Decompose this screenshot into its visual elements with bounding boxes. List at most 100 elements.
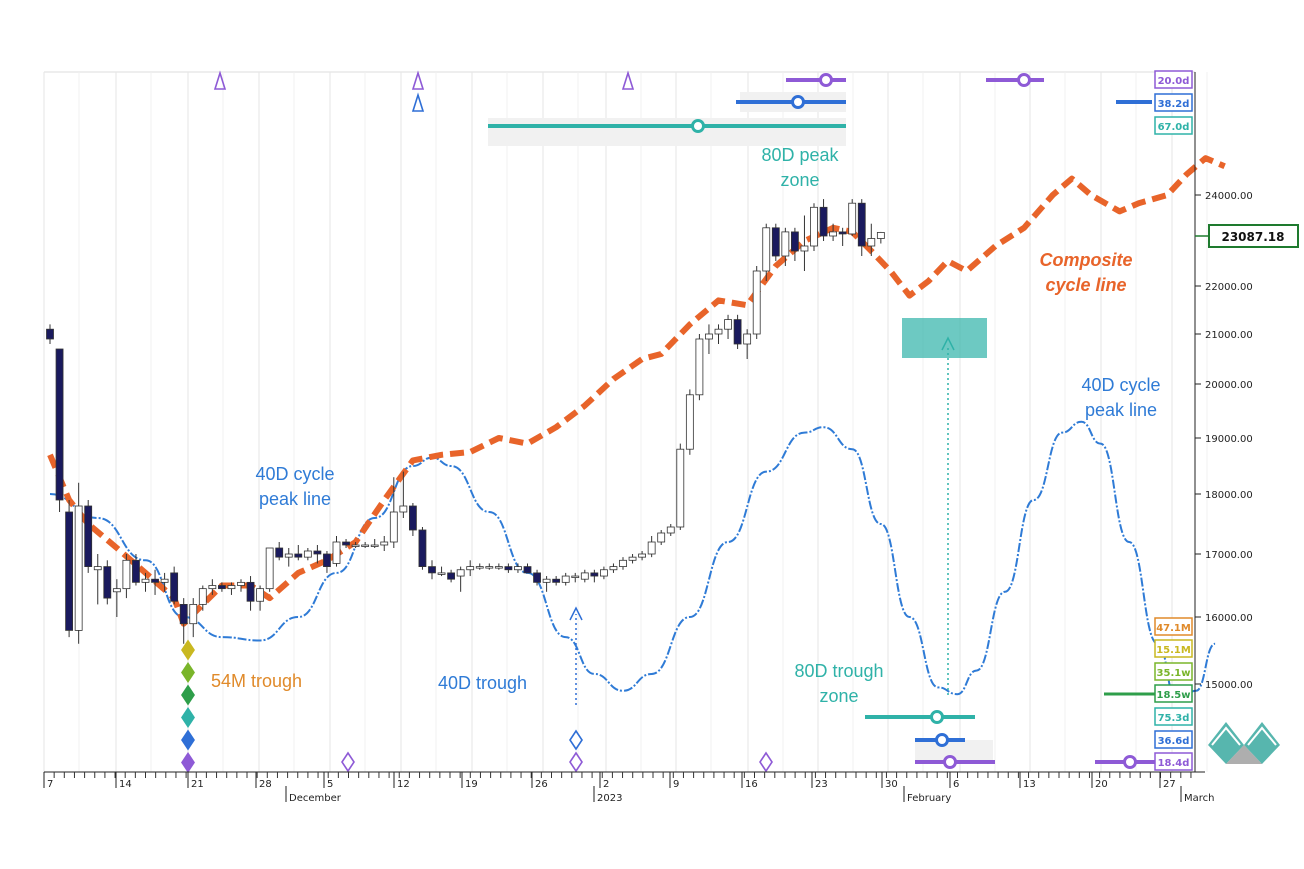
candle-body: [600, 569, 608, 577]
peak-triangle-marker: [621, 70, 635, 90]
candle-body: [571, 575, 580, 578]
x-day-label: 27: [1163, 779, 1176, 790]
cycle-range-bar-center: [791, 95, 805, 109]
candle-body: [743, 333, 752, 345]
candlestick-series: [46, 199, 885, 644]
candle-body: [122, 559, 131, 590]
candle-body: [456, 569, 465, 577]
candle: [332, 536, 341, 567]
cycle-tag: [1154, 93, 1193, 112]
candle-body: [619, 559, 627, 567]
candle: [65, 500, 73, 638]
candle-body: [275, 547, 284, 558]
candle: [112, 579, 121, 617]
candle-body: [332, 541, 341, 564]
candle-body: [552, 578, 561, 583]
x-day-label: 23: [815, 779, 828, 790]
candle-body: [494, 566, 503, 569]
composite-cycle-line: [47, 155, 1226, 627]
peak-triangle-marker: [411, 92, 425, 112]
candle: [485, 563, 494, 570]
candle-body: [55, 348, 64, 501]
cycle-40d-path: [49, 420, 1216, 703]
candle: [829, 223, 837, 241]
trough-arrow-head: [569, 606, 583, 621]
candle-body: [103, 566, 112, 599]
candle: [93, 554, 102, 605]
candle-body: [628, 556, 637, 561]
zone-bands: [488, 92, 993, 762]
candle-body: [323, 553, 331, 568]
candle-body: [733, 319, 742, 345]
candle: [714, 324, 723, 344]
date-axis: 7 14 21 28 5 12 19 26 2 9 16 23 30 6 13 20 27 December 202…: [43, 771, 1214, 804]
candle-body: [762, 227, 771, 272]
candle-body: [361, 544, 370, 547]
candle: [571, 572, 580, 583]
x-month-label: March: [1184, 793, 1214, 804]
candle: [867, 223, 876, 256]
annotation-40d-peak-line-right: 40D cycle peak line: [1081, 375, 1160, 420]
candle-body: [676, 448, 685, 528]
trough-diamond-marker: [569, 751, 583, 773]
candle: [590, 569, 599, 583]
cycle-tag-label: 38.2d: [1158, 99, 1190, 110]
candle: [838, 227, 847, 246]
y-tick-label: 20000.00: [1205, 380, 1253, 391]
candle-body: [638, 553, 646, 558]
candle: [514, 563, 522, 573]
candle: [408, 503, 417, 536]
cycle-tag: [1154, 662, 1193, 681]
candle: [791, 227, 799, 261]
candle-body: [84, 505, 93, 567]
cycle-40d-line: [49, 420, 1216, 703]
candle: [676, 443, 685, 530]
candle: [456, 566, 465, 592]
annotation-80d-peak-zone: 80D peak zone: [761, 145, 839, 190]
y-tick-label: 19000.00: [1205, 434, 1253, 445]
cycle-range-bar-center: [935, 733, 949, 747]
candle-body: [284, 553, 293, 558]
x-day-label: 16: [745, 779, 758, 790]
candle: [647, 536, 656, 558]
candle: [170, 566, 179, 605]
candle: [198, 585, 207, 611]
candle: [246, 576, 255, 611]
x-day-label: 14: [119, 779, 132, 790]
x-day-label: 13: [1023, 779, 1036, 790]
candle-body: [838, 231, 847, 235]
candle: [475, 563, 484, 570]
candle-body: [829, 231, 837, 237]
cycle-range-bar-center: [1123, 755, 1137, 769]
candle-body: [714, 328, 723, 335]
candle-body: [590, 572, 599, 577]
cycle-tag-label: 18.5w: [1157, 690, 1191, 701]
candle: [533, 569, 541, 586]
x-month-label: February: [907, 793, 951, 804]
candle: [848, 199, 857, 236]
y-tick-label: 21000.00: [1205, 330, 1253, 341]
x-day-label: 9: [673, 779, 679, 790]
candle-body: [781, 231, 790, 257]
x-day-label: 21: [191, 779, 204, 790]
candle-body: [256, 588, 265, 602]
trough-diamond-marker: [181, 639, 195, 661]
candle-body: [428, 566, 436, 574]
candle: [189, 598, 198, 638]
candle: [657, 530, 666, 545]
candle: [504, 563, 513, 573]
candle-body: [475, 566, 484, 569]
candle-body: [303, 550, 312, 558]
candle-body: [695, 338, 704, 396]
candle: [523, 563, 532, 574]
candle-body: [65, 511, 73, 631]
candle: [160, 572, 169, 592]
composite-path: [47, 155, 1226, 627]
candle: [771, 223, 780, 261]
candle: [84, 500, 93, 573]
candle-body: [685, 394, 694, 450]
candle-body: [724, 319, 732, 330]
logo-mark: [1247, 726, 1277, 746]
candle-body: [514, 566, 522, 571]
candle: [380, 536, 389, 551]
